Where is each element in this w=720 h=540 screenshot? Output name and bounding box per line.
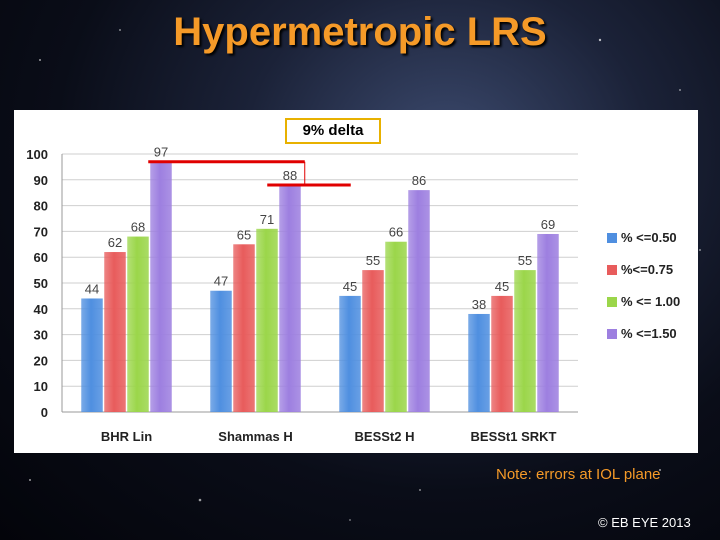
x-tick-label: BESSt1 SRKT — [471, 429, 557, 444]
data-label: 88 — [283, 168, 297, 183]
bar — [279, 184, 301, 412]
note-text: Note: errors at IOL plane — [496, 466, 661, 483]
data-label: 45 — [343, 279, 357, 294]
y-tick-label: 0 — [41, 405, 48, 420]
legend-label: % <=0.50 — [621, 230, 677, 245]
data-label: 86 — [412, 173, 426, 188]
data-label: 55 — [518, 253, 532, 268]
bar — [256, 228, 278, 412]
data-label: 97 — [154, 145, 168, 160]
bar — [81, 298, 103, 412]
y-tick-label: 40 — [34, 302, 48, 317]
data-label: 44 — [85, 281, 99, 296]
data-label: 69 — [541, 217, 555, 232]
bar — [362, 270, 384, 412]
bar — [514, 270, 536, 412]
slide-title: Hypermetropic LRS — [173, 10, 547, 54]
data-label: 68 — [131, 220, 145, 235]
legend-item: %<=0.75 — [607, 259, 680, 280]
y-tick-label: 100 — [26, 147, 48, 162]
y-tick-label: 20 — [34, 353, 48, 368]
legend-swatch-2 — [607, 296, 617, 307]
bar — [468, 313, 490, 412]
data-label: 38 — [472, 297, 486, 312]
bar — [210, 290, 232, 412]
y-tick-label: 30 — [34, 328, 48, 343]
y-tick-label: 80 — [34, 199, 48, 214]
y-tick-label: 90 — [34, 173, 48, 188]
data-label: 65 — [237, 227, 251, 242]
legend-panel — [580, 110, 698, 453]
data-label: 66 — [389, 225, 403, 240]
chart-legend: % <=0.50 %<=0.75 % <= 1.00 % <=1.50 — [607, 227, 680, 355]
bar — [104, 252, 126, 412]
legend-label: % <=1.50 — [621, 326, 677, 341]
bar — [408, 190, 430, 412]
legend-swatch-0 — [607, 232, 617, 243]
legend-item: % <=1.50 — [607, 323, 680, 344]
legend-swatch-3 — [607, 328, 617, 339]
data-label: 45 — [495, 279, 509, 294]
x-tick-label: Shammas H — [218, 429, 292, 444]
y-tick-label: 60 — [34, 250, 48, 265]
bar — [491, 295, 513, 412]
bar — [150, 161, 172, 412]
bar — [339, 295, 361, 412]
delta-annotation: 9% delta — [285, 118, 381, 144]
data-label: 62 — [108, 235, 122, 250]
bar — [385, 241, 407, 412]
bar — [537, 233, 559, 412]
data-label: 71 — [260, 212, 274, 227]
y-tick-label: 10 — [34, 379, 48, 394]
legend-label: % <= 1.00 — [621, 294, 681, 309]
bar — [233, 244, 255, 412]
data-label: 55 — [366, 253, 380, 268]
legend-label: %<=0.75 — [621, 262, 674, 277]
data-label: 47 — [214, 274, 228, 289]
y-tick-label: 70 — [34, 224, 48, 239]
legend-item: % <= 1.00 — [607, 291, 680, 312]
y-tick-label: 50 — [34, 276, 48, 291]
legend-swatch-1 — [607, 264, 617, 275]
x-tick-label: BHR Lin — [101, 429, 152, 444]
copyright-text: © EB EYE 2013 — [598, 515, 691, 530]
bar — [127, 236, 149, 412]
x-tick-label: BESSt2 H — [355, 429, 415, 444]
legend-item: % <=0.50 — [607, 227, 680, 248]
